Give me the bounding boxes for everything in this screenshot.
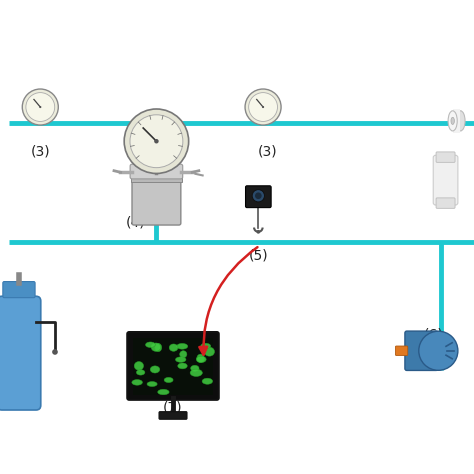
Circle shape bbox=[26, 92, 55, 121]
Ellipse shape bbox=[151, 343, 161, 351]
Ellipse shape bbox=[448, 111, 457, 131]
Circle shape bbox=[249, 92, 277, 121]
FancyBboxPatch shape bbox=[127, 332, 219, 400]
Circle shape bbox=[52, 349, 58, 355]
FancyBboxPatch shape bbox=[0, 296, 41, 410]
Ellipse shape bbox=[158, 389, 169, 395]
Ellipse shape bbox=[180, 351, 187, 358]
Ellipse shape bbox=[146, 342, 155, 347]
FancyBboxPatch shape bbox=[436, 198, 455, 209]
Ellipse shape bbox=[169, 344, 178, 351]
Ellipse shape bbox=[177, 344, 188, 349]
Circle shape bbox=[419, 331, 458, 370]
Text: (3): (3) bbox=[30, 145, 50, 159]
Ellipse shape bbox=[456, 111, 465, 131]
Ellipse shape bbox=[150, 366, 160, 373]
Bar bbox=[131, 174, 182, 182]
Circle shape bbox=[245, 89, 281, 125]
Ellipse shape bbox=[196, 356, 206, 363]
Bar bbox=[133, 338, 212, 394]
FancyBboxPatch shape bbox=[159, 411, 187, 419]
Text: (4): (4) bbox=[125, 216, 145, 230]
FancyBboxPatch shape bbox=[3, 282, 35, 298]
Ellipse shape bbox=[197, 354, 204, 363]
Ellipse shape bbox=[175, 357, 186, 362]
FancyBboxPatch shape bbox=[433, 155, 458, 205]
Circle shape bbox=[255, 192, 262, 199]
Ellipse shape bbox=[178, 363, 187, 369]
Ellipse shape bbox=[190, 369, 202, 376]
Ellipse shape bbox=[451, 118, 455, 125]
Ellipse shape bbox=[164, 377, 173, 383]
Ellipse shape bbox=[137, 370, 145, 375]
Ellipse shape bbox=[204, 347, 215, 356]
Circle shape bbox=[154, 139, 159, 144]
Ellipse shape bbox=[147, 382, 157, 386]
FancyBboxPatch shape bbox=[395, 346, 408, 356]
Bar bbox=[453, 109, 460, 133]
Text: (5): (5) bbox=[248, 249, 268, 263]
Ellipse shape bbox=[134, 362, 144, 370]
Text: (7): (7) bbox=[163, 401, 183, 415]
Ellipse shape bbox=[155, 343, 162, 352]
Circle shape bbox=[262, 106, 264, 108]
FancyBboxPatch shape bbox=[436, 152, 455, 163]
FancyBboxPatch shape bbox=[130, 164, 183, 179]
Text: (3): (3) bbox=[258, 145, 278, 159]
Circle shape bbox=[256, 230, 260, 234]
Circle shape bbox=[22, 89, 58, 125]
Text: (6): (6) bbox=[424, 327, 444, 341]
Ellipse shape bbox=[132, 380, 142, 385]
Circle shape bbox=[252, 190, 264, 202]
Circle shape bbox=[39, 106, 41, 108]
FancyBboxPatch shape bbox=[132, 176, 181, 225]
Circle shape bbox=[130, 115, 183, 168]
Ellipse shape bbox=[191, 365, 199, 371]
FancyBboxPatch shape bbox=[405, 331, 438, 371]
Circle shape bbox=[124, 109, 189, 173]
Ellipse shape bbox=[202, 378, 213, 384]
FancyBboxPatch shape bbox=[246, 186, 271, 208]
Ellipse shape bbox=[201, 343, 210, 349]
